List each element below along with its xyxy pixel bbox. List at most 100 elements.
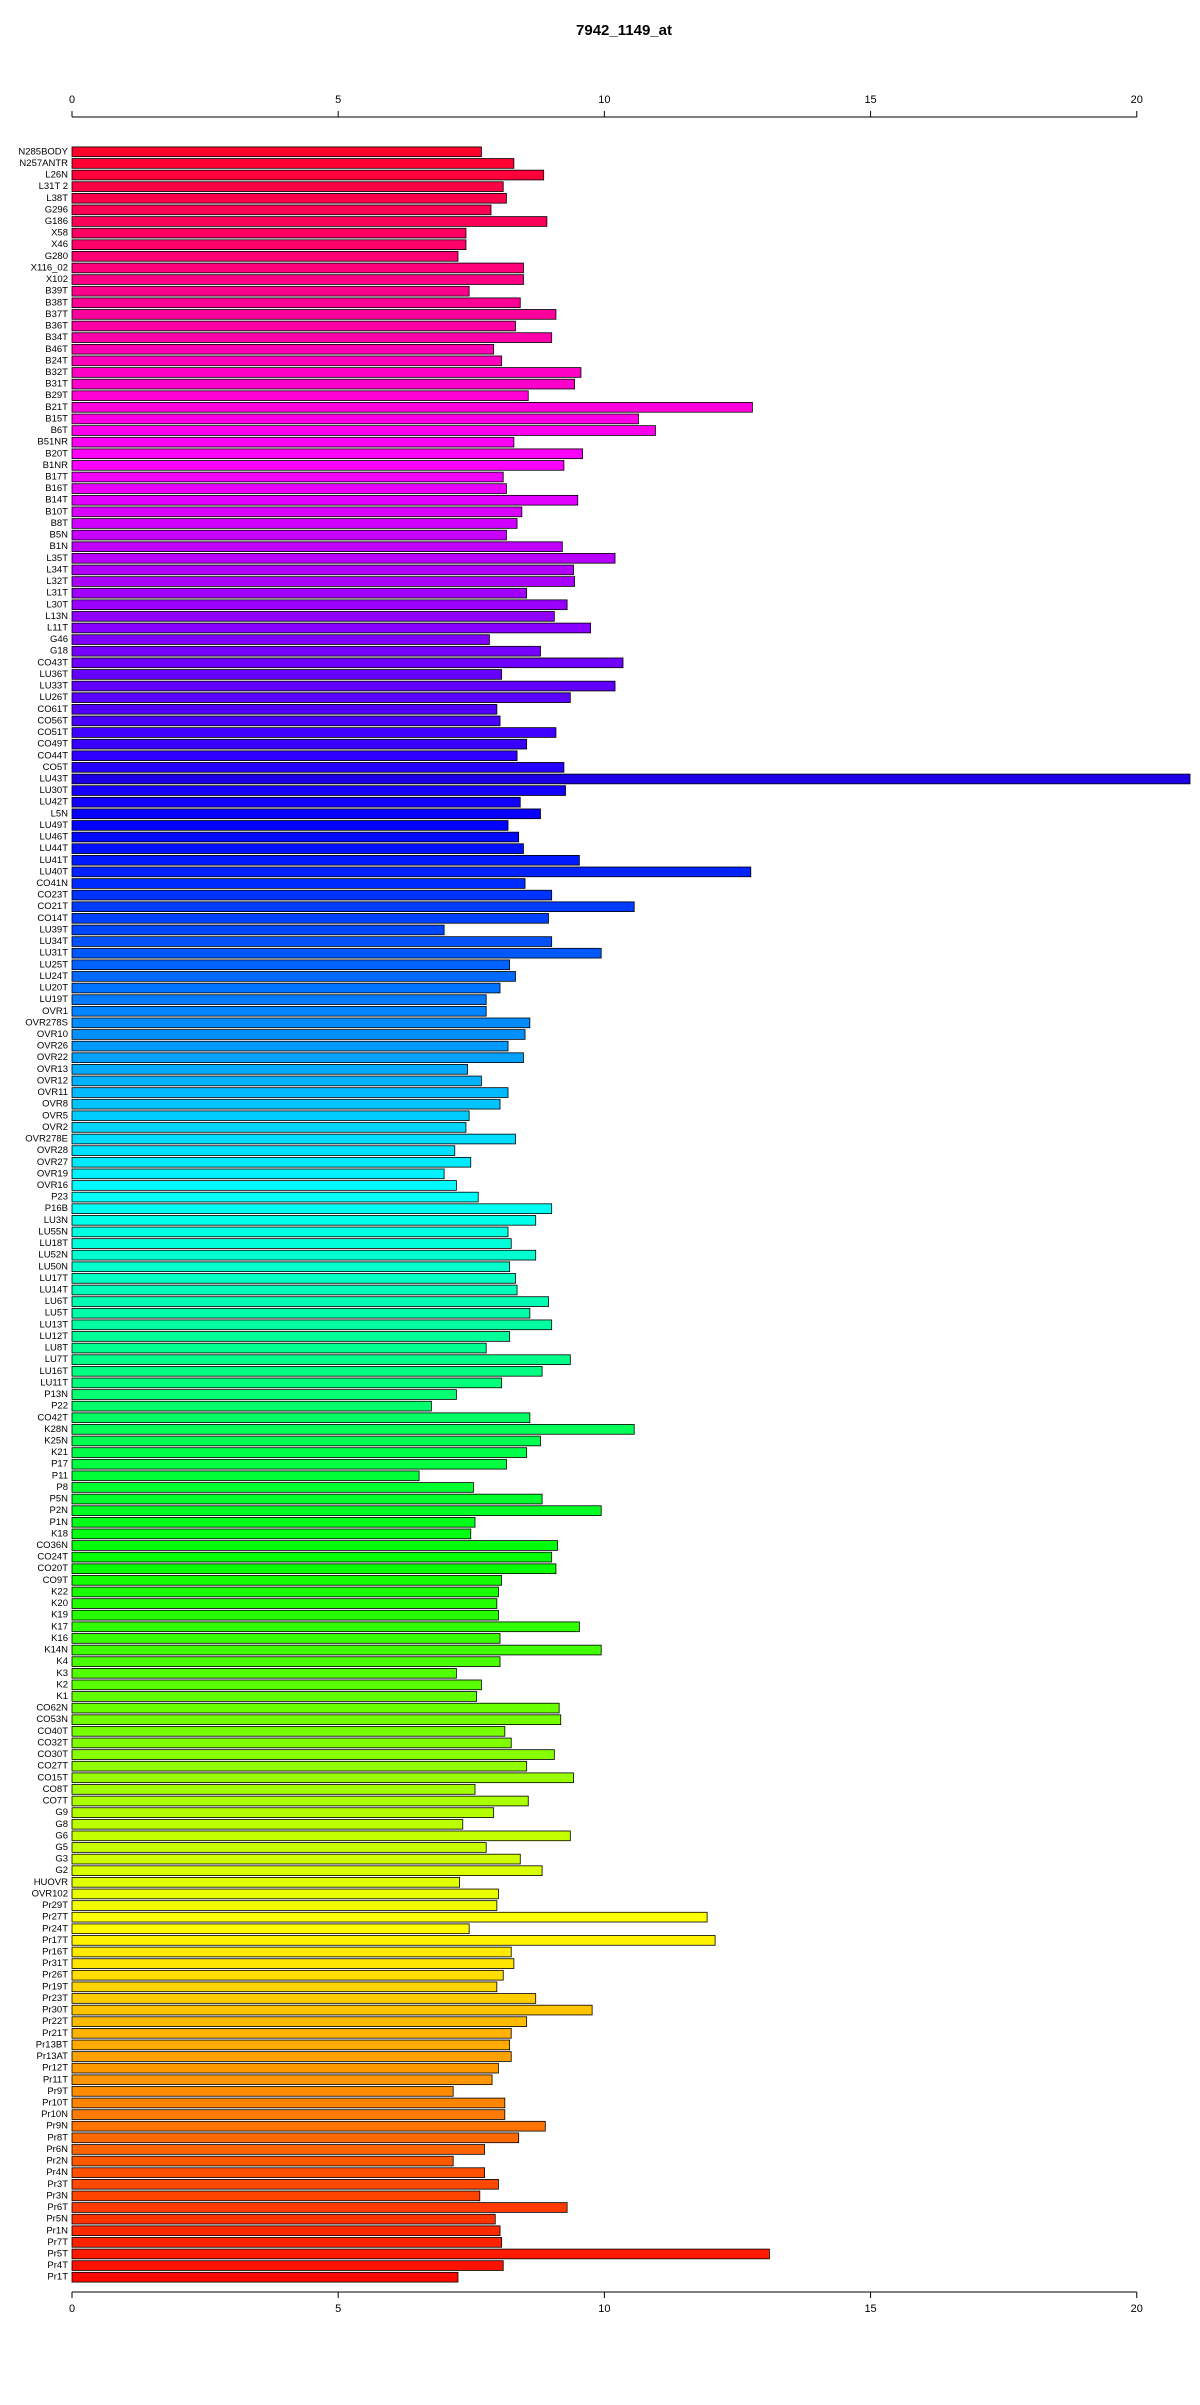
category-label: K25N — [44, 1435, 68, 1446]
category-label: Pr13AT — [36, 2051, 68, 2062]
bar — [71, 738, 528, 750]
category-label: LU7T — [45, 1354, 68, 1365]
category-label: CO51T — [37, 727, 68, 738]
bar — [71, 1424, 635, 1435]
category-label: L11T — [47, 623, 68, 634]
bar — [71, 1993, 537, 2004]
category-label: B29T — [45, 390, 68, 401]
category-label: LU30T — [39, 785, 68, 796]
category-label: K20 — [51, 1598, 68, 1609]
category-label: B51NR — [37, 437, 68, 448]
category-label: OVR2 — [42, 1122, 68, 1133]
bar — [71, 2179, 499, 2190]
bar — [71, 239, 467, 250]
bar — [71, 1215, 537, 1226]
category-label: OVR22 — [37, 1052, 68, 1063]
bar — [71, 866, 752, 878]
bar — [71, 773, 1191, 785]
category-label: OVR102 — [32, 1888, 68, 1899]
bar — [71, 843, 524, 854]
bar — [71, 332, 553, 343]
bar — [71, 262, 524, 274]
category-label: Pr4T — [47, 2260, 68, 2271]
bar — [71, 1168, 445, 1180]
bar — [71, 854, 580, 866]
bar — [71, 448, 583, 460]
category-label: Pr10N — [41, 2109, 68, 2120]
bar — [71, 1726, 506, 1737]
category-label: Pr7T — [47, 2237, 68, 2248]
x-tick-label: 10 — [598, 2303, 610, 2315]
bar — [71, 971, 516, 982]
category-label: B46T — [45, 344, 68, 355]
bar — [71, 587, 528, 599]
category-label: Pr6T — [47, 2202, 68, 2213]
category-label: CO20T — [37, 1563, 68, 1574]
category-label: P2N — [50, 1505, 69, 1516]
category-label: OVR12 — [37, 1075, 68, 1086]
bar — [71, 1714, 562, 1725]
x-tick-label: 20 — [1131, 94, 1143, 106]
category-label: X102 — [46, 274, 68, 285]
bar — [71, 808, 541, 820]
bar — [71, 436, 515, 448]
category-label: P1N — [50, 1517, 69, 1528]
category-label: LU31T — [39, 948, 68, 959]
bar — [71, 657, 624, 669]
bar — [71, 483, 507, 494]
bar — [71, 1830, 571, 1842]
bar — [71, 1575, 503, 1586]
bar — [71, 2132, 520, 2144]
category-label: Pr5N — [46, 2214, 68, 2225]
bar — [71, 1900, 498, 1911]
category-label: LU55N — [38, 1226, 68, 1237]
category-label: LU50N — [38, 1261, 68, 1272]
bar — [71, 1040, 509, 1052]
bar — [71, 1389, 457, 1400]
category-label: CO32T — [37, 1737, 68, 1748]
bar — [71, 1029, 526, 1040]
category-label: OVR26 — [37, 1041, 68, 1052]
category-label: CO49T — [37, 739, 68, 750]
category-label: CO62N — [36, 1703, 68, 1714]
category-label: G296 — [45, 204, 68, 215]
bar — [71, 1017, 531, 1029]
bar — [71, 1273, 516, 1284]
category-label: B32T — [45, 367, 68, 378]
bar — [71, 1818, 464, 1830]
bar — [71, 1877, 460, 1888]
category-label: B39T — [45, 286, 68, 297]
category-label: G280 — [45, 251, 68, 262]
category-label: LU33T — [39, 681, 68, 692]
category-label: B15T — [45, 413, 68, 424]
bar — [71, 390, 529, 401]
category-label: P22 — [51, 1401, 68, 1412]
bar — [71, 785, 566, 796]
category-label: G18 — [50, 646, 68, 657]
bar — [71, 2028, 512, 2039]
category-label: LU41T — [39, 855, 68, 866]
category-label: LU5T — [45, 1308, 68, 1319]
bar — [71, 878, 526, 889]
category-label: Pr31T — [42, 1958, 68, 1969]
bar — [71, 227, 467, 239]
bar — [71, 1853, 521, 1865]
bar — [71, 1493, 543, 1505]
bar — [71, 913, 549, 924]
bar — [71, 1609, 499, 1621]
bar — [71, 1923, 470, 1935]
bar — [71, 564, 574, 576]
bar — [71, 2051, 512, 2062]
category-label: B20T — [45, 448, 68, 459]
bar — [71, 959, 511, 971]
bar — [71, 901, 635, 913]
bar — [71, 1319, 553, 1331]
category-label: Pr29T — [42, 1900, 68, 1911]
bar — [71, 1737, 512, 1749]
category-label: LU49T — [39, 820, 68, 831]
category-label: LU13T — [39, 1319, 68, 1330]
bar — [71, 1505, 602, 1516]
bar — [71, 2074, 493, 2086]
bar — [71, 181, 504, 192]
bar — [71, 669, 503, 680]
